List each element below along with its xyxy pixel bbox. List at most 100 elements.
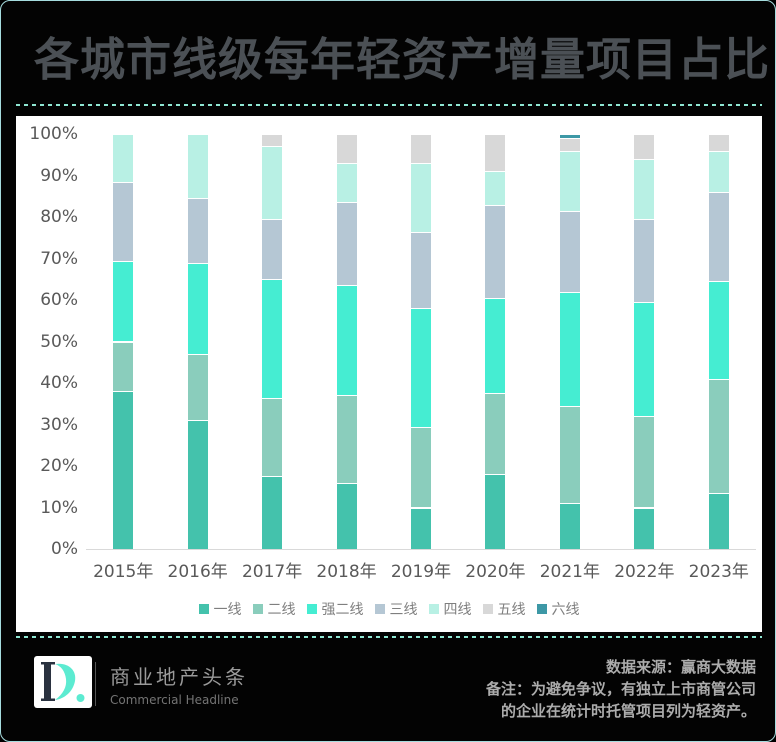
x-axis-tick-label: 2022年 (614, 562, 675, 582)
x-axis-baseline (86, 549, 756, 550)
y-axis-tick-label: 60% (40, 290, 78, 310)
x-axis-tick-label: 2021年 (539, 562, 600, 582)
legend-item-四线: 四线 (428, 599, 472, 619)
bar-segment-三线 (262, 219, 283, 280)
bar-segment-强二线 (411, 308, 431, 427)
legend-item-六线: 六线 (536, 599, 580, 619)
legend-item-二线: 二线 (252, 599, 296, 619)
bar-segment-五线 (411, 134, 431, 164)
bar-segment-二线 (485, 393, 506, 475)
legend-label: 四线 (443, 602, 472, 618)
data-source-line: 数据来源：赢商大数据 (605, 658, 756, 676)
bar-segment-一线 (708, 492, 729, 549)
x-axis-tick-label: 2016年 (167, 562, 228, 582)
legend-label: 一线 (213, 602, 242, 618)
bar-segment-三线 (113, 181, 134, 261)
bar-segment-四线 (411, 163, 431, 232)
footer-divider-dashed (16, 636, 762, 638)
legend-color-chip (306, 604, 317, 614)
note-line-2: 的企业在统计时托管项目列为轻资产。 (500, 702, 756, 720)
legend-color-chip (374, 604, 385, 614)
bar-segment-五线 (336, 134, 357, 164)
bar-segment-二线 (262, 397, 283, 477)
brand-text: 商业地产头条 Commercial Headline (110, 661, 248, 707)
legend-label: 六线 (551, 602, 580, 618)
y-axis-tick-label: 0% (51, 539, 78, 559)
bar-segment-二线 (187, 353, 208, 421)
footer: 商业地产头条 Commercial Headline 数据来源：赢商大数据 备注… (34, 656, 756, 722)
bar-segment-四线 (336, 163, 357, 203)
bar-segment-二线 (708, 378, 729, 493)
bar-segment-三线 (187, 198, 208, 263)
x-axis-tick-label: 2017年 (241, 562, 303, 582)
bar-segment-一线 (411, 507, 431, 549)
legend-color-chip (536, 604, 547, 614)
bar-segment-五线 (485, 134, 506, 172)
bar-segment-五线 (708, 134, 729, 151)
bar-segment-强二线 (262, 279, 283, 398)
legend-color-chip (252, 604, 263, 614)
note-line-1: 备注：为避免争议，有独立上市商管公司 (485, 680, 756, 698)
bar-segment-四线 (708, 150, 729, 193)
page-title: 各城市线级每年轻资产增量项目占比 (34, 33, 771, 86)
bar-segment-二线 (559, 405, 580, 504)
bar-segment-四线 (113, 134, 134, 182)
brand-divider (95, 662, 96, 706)
bar-segment-五线 (559, 138, 580, 151)
bar-segment-四线 (485, 171, 506, 205)
bar-segment-五线 (262, 134, 283, 147)
bar-segment-三线 (336, 202, 357, 286)
y-axis-tick-label: 90% (40, 165, 78, 186)
legend-label: 三线 (389, 602, 418, 618)
legend-color-chip (198, 604, 209, 614)
legend-color-chip (482, 604, 493, 614)
bar-segment-强二线 (634, 302, 655, 417)
bar-segment-二线 (336, 395, 357, 483)
bar-segment-强二线 (485, 297, 506, 394)
brand-block: 商业地产头条 Commercial Headline (34, 656, 248, 708)
bar-segment-三线 (485, 204, 506, 298)
bar-segment-三线 (708, 192, 729, 282)
chart-panel: 0% 10% 20% 30% 40% 50% 60% 70% 80% 90% 100% 2015年 2… (16, 116, 762, 632)
title-divider-dashed (16, 104, 762, 106)
legend-label: 五线 (497, 602, 526, 618)
bar-segment-三线 (411, 231, 431, 309)
x-axis-tick-label: 2023年 (688, 562, 749, 582)
bar-segment-一线 (262, 476, 283, 549)
bar-segment-一线 (113, 391, 134, 549)
y-axis-tick-label: 100% (29, 124, 78, 144)
bar-segment-二线 (634, 416, 655, 508)
legend-label: 强二线 (321, 602, 364, 618)
bar-segment-强二线 (113, 260, 134, 342)
source-note-block: 数据来源：赢商大数据 备注：为避免争议，有独立上市商管公司 的企业在统计时托管项… (486, 656, 756, 722)
brand-logo (34, 656, 92, 708)
bar-segment-二线 (113, 341, 134, 392)
bar-segment-四线 (634, 158, 655, 220)
bar-segment-强二线 (708, 281, 729, 379)
legend-item-五线: 五线 (482, 599, 526, 619)
bar-segment-强二线 (336, 285, 357, 396)
bar-segment-五线 (634, 134, 655, 159)
legend-item-一线: 一线 (198, 599, 242, 619)
legend-color-chip (428, 604, 439, 614)
y-axis-tick-label: 80% (40, 207, 78, 227)
bar-segment-一线 (559, 503, 580, 549)
y-axis-tick-label: 20% (40, 456, 78, 476)
y-axis-tick-label: 70% (40, 248, 78, 269)
x-axis-tick-label: 2019年 (390, 562, 452, 582)
brand-name-en: Commercial Headline (110, 693, 239, 707)
bar-segment-一线 (336, 482, 357, 549)
bar-segment-一线 (634, 507, 655, 549)
y-axis-tick-label: 10% (40, 497, 78, 518)
x-axis-tick-label: 2015年 (93, 562, 154, 582)
x-axis-tick-label: 2020年 (465, 562, 526, 582)
y-axis-tick-label: 50% (40, 331, 78, 352)
y-axis-tick-label: 30% (40, 414, 78, 435)
bar-segment-二线 (411, 426, 431, 508)
bar-segment-四线 (262, 146, 283, 220)
d-logo-icon (41, 662, 85, 702)
bar-segment-一线 (485, 474, 506, 549)
bar-segment-一线 (187, 420, 208, 549)
chart-legend: 一线 二线 强二线 三线 四线 五线 六线 (16, 599, 762, 619)
